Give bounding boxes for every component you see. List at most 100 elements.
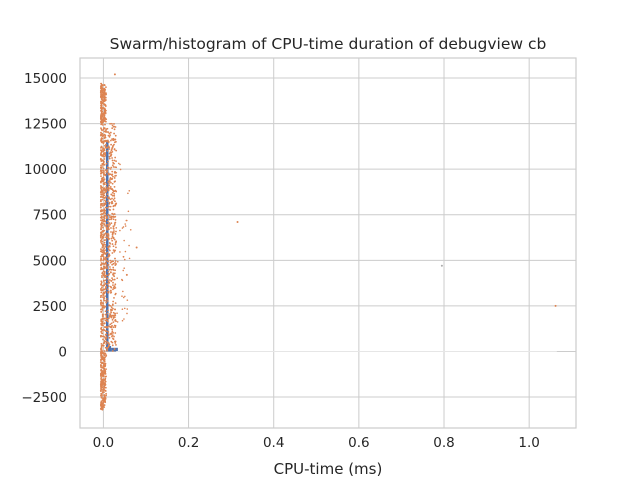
swarm-point — [103, 288, 106, 291]
swarm-point — [103, 257, 105, 260]
swarm-point — [106, 277, 109, 280]
swarm-point — [109, 209, 112, 211]
swarm-point — [100, 221, 103, 224]
swarm-point — [100, 303, 102, 306]
swarm-point — [103, 342, 105, 345]
swarm-point — [100, 255, 103, 258]
swarm-point — [108, 180, 111, 183]
swarm-point — [108, 317, 110, 319]
swarm-point — [101, 204, 104, 207]
swarm-point — [102, 161, 105, 164]
swarm-point — [101, 224, 104, 227]
swarm-point — [102, 362, 105, 365]
swarm-point — [103, 339, 106, 342]
swarm-point — [107, 236, 110, 239]
swarm-point — [105, 286, 107, 289]
swarm-point — [109, 131, 112, 134]
swarm-point — [100, 395, 103, 397]
swarm-point — [115, 263, 118, 265]
chart-title: Swarm/histogram of CPU-time duration of … — [110, 35, 547, 53]
swarm-point — [102, 107, 105, 109]
swarm-point — [109, 266, 111, 268]
swarm-point — [100, 231, 103, 234]
swarm-point — [111, 334, 114, 337]
swarm-outlier-point — [554, 304, 557, 307]
swarm-point — [123, 239, 125, 242]
swarm-point — [111, 328, 114, 331]
swarm-point — [112, 317, 115, 320]
swarm-point — [113, 194, 116, 197]
swarm-point — [115, 166, 118, 169]
swarm-point — [105, 185, 108, 188]
swarm-point — [103, 218, 105, 221]
swarm-point — [100, 131, 102, 134]
swarm-point — [100, 188, 103, 191]
swarm-point — [110, 166, 113, 169]
swarm-point — [102, 387, 105, 390]
swarm-point — [102, 142, 105, 145]
swarm-point — [128, 257, 131, 260]
swarm-point — [107, 331, 110, 333]
swarm-point — [101, 90, 103, 93]
swarm-point — [105, 392, 108, 395]
swarm-outlier-point — [236, 221, 239, 224]
swarm-point — [113, 230, 115, 232]
swarm-point — [100, 191, 103, 194]
swarm-point — [104, 123, 106, 126]
swarm-point — [103, 396, 106, 399]
swarm-point — [100, 248, 102, 251]
swarm-point — [102, 367, 105, 370]
swarm-point — [108, 132, 111, 135]
swarm-point — [100, 376, 103, 379]
swarm-point — [101, 198, 104, 201]
swarm-point — [114, 314, 117, 317]
swarm-point — [101, 332, 104, 335]
swarm-point — [110, 122, 113, 125]
swarm-point — [102, 335, 105, 338]
swarm-point — [103, 394, 106, 397]
swarm-point — [100, 372, 102, 375]
histogram-bar — [108, 345, 112, 352]
swarm-point — [100, 195, 102, 198]
swarm-point — [111, 138, 113, 140]
swarm-point — [102, 167, 105, 170]
swarm-point — [113, 249, 116, 252]
x-tick-label: 0.2 — [178, 435, 199, 451]
swarm-point — [107, 264, 110, 266]
swarm-point — [105, 227, 108, 230]
swarm-point — [100, 96, 102, 99]
swarm-point — [100, 233, 103, 236]
swarm-point — [110, 311, 113, 314]
swarm-point — [104, 362, 107, 365]
swarm-point — [111, 341, 114, 344]
swarm-point — [100, 227, 103, 230]
swarm-point — [117, 162, 120, 165]
swarm-point — [105, 343, 108, 345]
swarm-point — [102, 248, 105, 251]
swarm-point — [112, 215, 115, 218]
swarm-point — [112, 266, 115, 269]
swarm-point — [110, 306, 113, 309]
swarm-point — [116, 321, 119, 323]
swarm-point — [104, 386, 107, 389]
swarm-point — [101, 408, 104, 411]
swarm-point — [126, 312, 128, 315]
swarm-point — [100, 396, 103, 399]
swarm-point — [111, 243, 114, 245]
swarm-point — [114, 302, 117, 304]
swarm-point — [110, 149, 113, 152]
swarm-point — [109, 223, 111, 226]
swarm-point — [111, 344, 114, 347]
swarm-point — [106, 326, 109, 329]
swarm-point — [99, 296, 102, 299]
swarm-point — [107, 290, 110, 293]
swarm-point — [100, 263, 103, 266]
swarm-point — [100, 101, 103, 104]
swarm-point — [110, 291, 113, 294]
swarm-point — [100, 241, 102, 243]
swarm-point — [107, 238, 110, 241]
swarm-point — [123, 267, 126, 269]
swarm-point — [110, 237, 113, 240]
swarm-point — [111, 318, 114, 321]
x-tick-label: 0.4 — [263, 435, 284, 451]
